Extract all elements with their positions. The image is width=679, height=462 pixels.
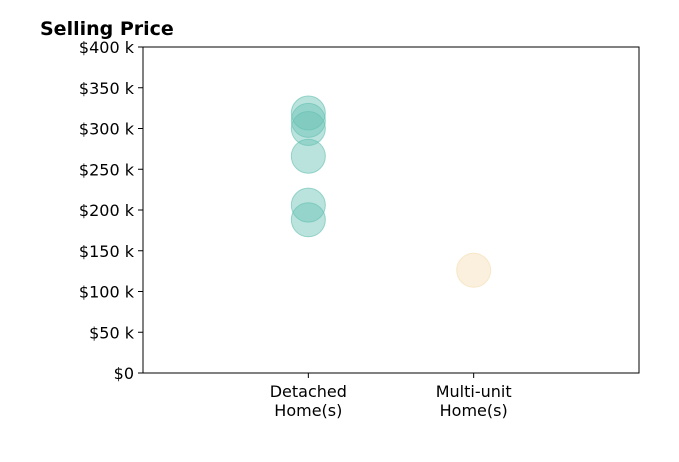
y-tick-label: $0	[114, 364, 134, 383]
x-tick-label: Multi-unit Home(s)	[436, 382, 512, 420]
y-tick-label: $100 k	[79, 283, 135, 302]
data-point	[456, 252, 492, 288]
y-tick-label: $200 k	[79, 201, 135, 220]
y-tick-label: $150 k	[79, 242, 135, 261]
y-tick-label: $300 k	[79, 120, 135, 139]
data-point	[290, 95, 326, 131]
data-point	[290, 202, 326, 238]
data-point	[290, 138, 326, 174]
data-point	[290, 187, 326, 223]
x-tick-label: Detached Home(s)	[270, 382, 347, 420]
y-tick-label: $50 k	[89, 323, 135, 342]
chart-title: Selling Price	[40, 18, 174, 40]
y-tick-label: $250 k	[79, 160, 135, 179]
data-point	[290, 102, 326, 138]
y-tick-label: $400 k	[79, 38, 135, 57]
plot-frame	[142, 46, 640, 374]
plot-area: $0 $50 k $100 k $150 k $200 k $250 k $300 k $35…	[79, 38, 640, 420]
data-point	[290, 111, 326, 146]
y-tick-label: $350 k	[79, 79, 135, 98]
